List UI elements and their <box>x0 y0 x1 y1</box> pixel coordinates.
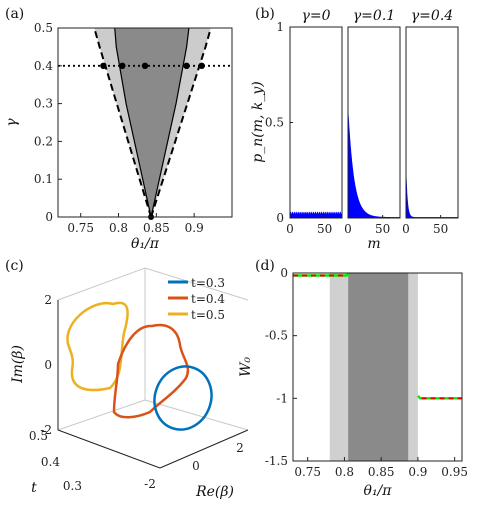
xtick-label-b-1-1: 50 <box>375 222 390 236</box>
series-title-b-1: γ=0.1 <box>353 8 395 24</box>
xtick-label-c-2: 2 <box>236 441 244 455</box>
distribution-b-0 <box>290 211 342 218</box>
series-b-1 <box>348 108 400 218</box>
data-point-1 <box>119 62 126 69</box>
panel-label-c: (c) <box>5 258 24 274</box>
curve-t-0.5 <box>66 301 129 392</box>
curve-t-0.3 <box>153 365 213 431</box>
band-2 <box>408 273 418 461</box>
xtick-label-c-0: -2 <box>144 477 156 491</box>
ytick-label-a-2: 0.2 <box>34 134 53 148</box>
inner-right-boundary <box>150 28 190 217</box>
ylabel-b: p_n(m, k_y) <box>250 81 266 162</box>
ytick-label-a-4: 0.4 <box>34 59 53 73</box>
panel-a-chart: 0.75 0.8 0.85 0.9 0 0.1 0.2 0.3 0.4 0.5 θ₁/π γ <box>4 21 233 252</box>
panel-label-a: (a) <box>5 6 24 22</box>
ytick-label-a-0: 0 <box>45 210 53 224</box>
xtick-label-b-0-0: 0 <box>286 222 294 236</box>
ylabel-c: Im(β) <box>10 345 26 384</box>
xtick-label-d-4: 0.95 <box>441 465 468 479</box>
axes-frame-a <box>57 27 233 218</box>
box-front-right-edge <box>159 429 249 469</box>
region-a <box>93 28 212 217</box>
outer-left-boundary <box>93 28 153 217</box>
panel-label-b: (b) <box>255 6 275 22</box>
ytick-label-b-0: 0 <box>276 211 284 225</box>
ytick-label-a-1: 0.1 <box>34 172 53 186</box>
xtick-label-a-0: 0.75 <box>67 221 94 235</box>
panel-d-chart: 0.75 0.8 0.85 0.9 0.95 -1.5 -1 -0.5 0 θ₁/π W₀ <box>238 266 468 499</box>
xtick-label-d-1: 0.8 <box>335 465 354 479</box>
data-point-2 <box>141 62 149 69</box>
series-d-0 <box>293 272 350 277</box>
series-b-2 <box>406 167 458 218</box>
xtick-label-a-1: 0.8 <box>109 221 128 235</box>
xtick-label-a-3: 0.9 <box>185 221 204 235</box>
xtick-label-d-3: 0.9 <box>408 465 427 479</box>
xtick-label-a-2: 0.85 <box>143 221 170 235</box>
data-point-3 <box>183 62 190 69</box>
ylabel-d: W₀ <box>238 357 254 377</box>
ytick-label-d-2: -0.5 <box>265 329 288 343</box>
inner-left-boundary <box>114 28 152 217</box>
series-title-b-2: γ=0.4 <box>411 8 453 24</box>
xtick-label-d-0: 0.75 <box>294 465 321 479</box>
series-b-0 <box>290 211 342 218</box>
box-front-left-edge <box>57 429 161 469</box>
ytick-label-b-2: 1 <box>276 20 284 34</box>
xlabel-c: Re(β) <box>195 484 234 500</box>
ytick-label-b-1: 0.5 <box>265 116 284 130</box>
band-0 <box>329 273 349 461</box>
inner-region <box>114 28 189 217</box>
xtick-label-c-1: 0 <box>192 459 200 473</box>
xtick-label-b-0-1: 50 <box>317 222 332 236</box>
axes-frame-b-1 <box>347 26 401 219</box>
data-point-4 <box>198 62 205 69</box>
panel-b-chart: 0 0.5 1 0 50 γ=0 0 50 γ=0.1 0 50 γ=0.4 m p_n(m, k_y) <box>250 8 459 252</box>
box-back-floor <box>144 399 249 431</box>
xlabel-b: m <box>367 236 380 252</box>
xlabel-a: θ₁/π <box>131 236 160 252</box>
legend-label-0: t=0.3 <box>191 276 225 290</box>
outer-right-boundary <box>150 28 212 217</box>
ytick-label-a-3: 0.3 <box>34 97 53 111</box>
distribution-b-2 <box>406 167 458 218</box>
panel-c-chart: t=0.3 t=0.4 t=0.5 -2 0 2 0.5 0.40.3 -2 0 2 Re(β) t Im… <box>10 267 249 500</box>
ytick-label-d-0: -1.5 <box>265 454 288 468</box>
ztick-label-c-1: 0.4 <box>41 455 60 469</box>
xtick-label-d-2: 0.85 <box>368 465 395 479</box>
panel-label-d: (d) <box>255 258 275 274</box>
band-1 <box>348 273 409 461</box>
axes-frame-b-2 <box>405 26 459 219</box>
legend-label-1: t=0.4 <box>191 292 225 306</box>
ztick-label-c-0: 0.5 <box>29 429 48 443</box>
xtick-label-b-2-0: 0 <box>402 222 410 236</box>
xtick-label-b-1-0: 0 <box>344 222 352 236</box>
ylabel-a: γ <box>4 118 20 127</box>
ytick-label-d-1: -1 <box>276 391 288 405</box>
ztick-label-c-2: 0.3 <box>63 479 82 493</box>
zlabel-c: t <box>31 480 37 496</box>
ytick-label-a-5: 0.5 <box>34 21 53 35</box>
distribution-b-1 <box>348 108 400 218</box>
axes-frame-b-0 <box>289 26 343 219</box>
series-d-1 <box>417 395 462 400</box>
legend-label-2: t=0.5 <box>191 308 225 322</box>
ytick-label-d-3: 0 <box>280 266 288 280</box>
curve-t-0.4 <box>112 323 190 419</box>
series-title-b-0: γ=0 <box>301 8 330 24</box>
data-point-0 <box>100 62 107 69</box>
xtick-label-b-2-1: 50 <box>433 222 448 236</box>
ytick-label-c-1: 0 <box>44 358 52 372</box>
xlabel-d: θ₁/π <box>364 483 393 499</box>
ytick-label-c-0: -2 <box>40 423 52 437</box>
axes-frame-d <box>292 272 463 462</box>
ytick-label-c-2: 2 <box>44 293 52 307</box>
